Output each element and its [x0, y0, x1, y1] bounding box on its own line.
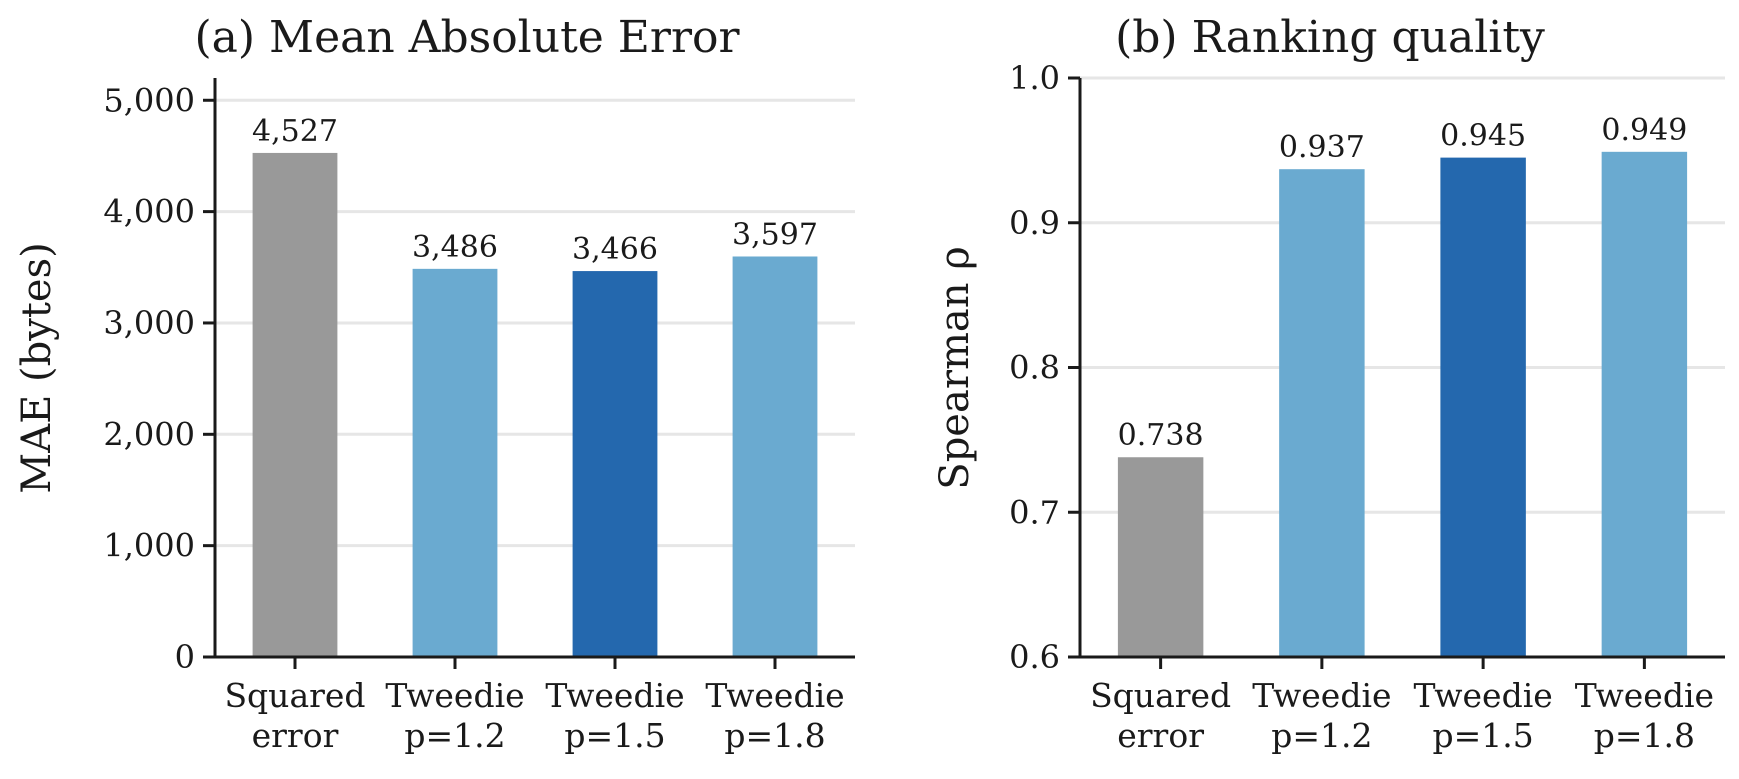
spearman-bar-tweedie-1-8	[1601, 151, 1688, 657]
spearman-category-label-tweedie-1-5: Tweedie	[1413, 676, 1552, 715]
spearman-y-tick-label: 0.8	[1009, 349, 1060, 387]
spearman-category-label-squared-error: Squared	[1090, 676, 1231, 715]
mae-category-label-tweedie-1-5: Tweedie	[545, 676, 684, 715]
spearman-bar-tweedie-1-2	[1279, 169, 1365, 657]
mae-category-label-tweedie-1-8: Tweedie	[705, 676, 844, 715]
mae-y-tick-label: 3,000	[103, 304, 195, 342]
mae-category-label-tweedie-1-5: p=1.5	[564, 716, 665, 755]
spearman-category-label-tweedie-1-5: p=1.5	[1432, 716, 1533, 755]
mae-bar-squared-error	[252, 152, 338, 657]
mae-value-label-tweedie-1-8: 3,597	[732, 217, 818, 252]
mae-bar-tweedie-1-2	[412, 268, 498, 657]
mae-y-tick-label: 1,000	[103, 527, 195, 565]
mae-value-label-tweedie-1-5: 3,466	[572, 232, 658, 267]
spearman-y-axis-label: Spearman ρ	[932, 246, 978, 489]
spearman-chart-title: (b) Ranking quality	[1115, 12, 1545, 63]
spearman-y-tick-label: 0.6	[1009, 638, 1060, 676]
mae-category-label-squared-error: Squared	[224, 676, 365, 715]
spearman-value-label-tweedie-1-5: 0.945	[1440, 119, 1526, 154]
mae-bar-tweedie-1-5	[572, 271, 658, 657]
mae-bar-tweedie-1-8	[732, 256, 818, 657]
spearman-panel: (b) Ranking quality Spearman ρ 0.738 Squa…	[932, 12, 1725, 755]
mae-value-label-tweedie-1-2: 3,486	[412, 230, 498, 265]
mae-category-label-tweedie-1-2: p=1.2	[404, 716, 505, 755]
spearman-category-label-tweedie-1-2: Tweedie	[1252, 676, 1391, 715]
spearman-category-label-tweedie-1-2: p=1.2	[1271, 716, 1372, 755]
mae-category-label-tweedie-1-8: p=1.8	[724, 716, 825, 755]
spearman-bar-tweedie-1-5	[1440, 157, 1526, 658]
mae-y-axis-label: MAE (bytes)	[14, 242, 60, 493]
mae-category-label-squared-error: error	[252, 716, 339, 755]
spearman-category-label-tweedie-1-8: Tweedie	[1575, 676, 1714, 715]
spearman-category-label-squared-error: error	[1117, 716, 1204, 755]
spearman-y-tick-label: 0.9	[1009, 204, 1060, 242]
spearman-value-label-squared-error: 0.738	[1118, 418, 1204, 453]
spearman-value-label-tweedie-1-8: 0.949	[1601, 113, 1687, 148]
mae-y-tick-label: 0	[175, 638, 195, 676]
spearman-y-tick-label: 1.0	[1009, 59, 1060, 97]
spearman-bar-squared-error	[1117, 457, 1204, 657]
spearman-y-tick-label: 0.7	[1009, 493, 1060, 531]
mae-y-tick-label: 4,000	[103, 193, 195, 231]
spearman-value-label-tweedie-1-2: 0.937	[1279, 130, 1365, 165]
spearman-category-label-tweedie-1-8: p=1.8	[1594, 716, 1695, 755]
mae-y-tick-label: 2,000	[103, 415, 195, 453]
mae-category-label-tweedie-1-2: Tweedie	[385, 676, 524, 715]
mae-y-tick-label: 5,000	[103, 81, 195, 119]
mae-panel: (a) Mean Absolute Error MAE (bytes) 4,52…	[14, 12, 855, 755]
mae-chart-title: (a) Mean Absolute Error	[194, 12, 740, 63]
mae-value-label-squared-error: 4,527	[252, 114, 338, 149]
